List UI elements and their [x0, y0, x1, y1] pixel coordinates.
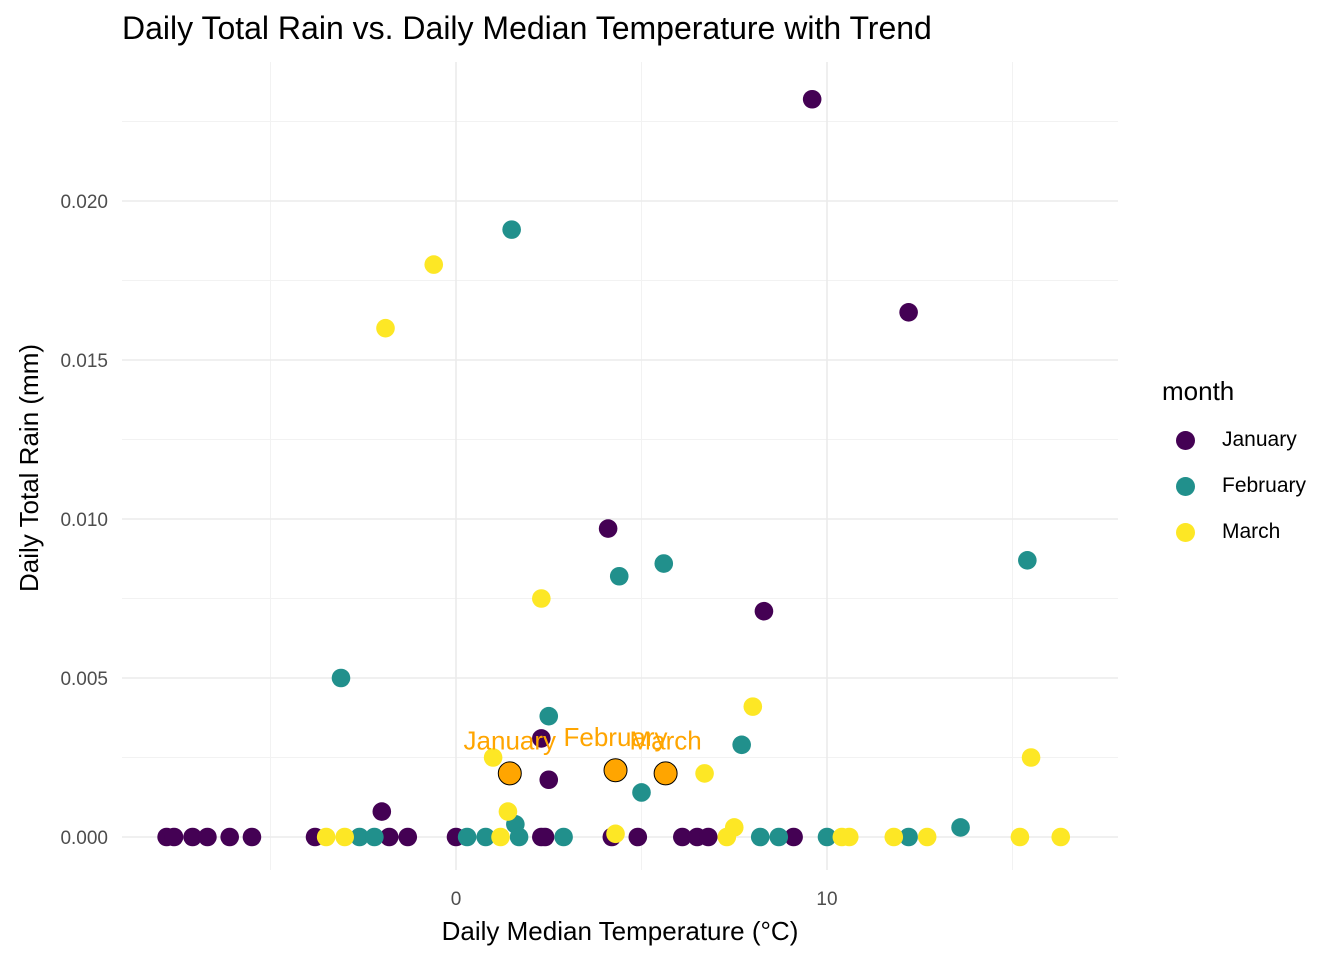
y-tick-label: 0.000: [60, 828, 108, 849]
point-march: [917, 827, 937, 847]
trend-point-february: [603, 758, 628, 783]
data-points: [157, 89, 1071, 847]
point-january: [784, 827, 803, 847]
y-tick-label: 0.010: [60, 510, 108, 531]
point-february: [539, 706, 559, 726]
point-february: [457, 827, 477, 847]
point-march: [1021, 748, 1041, 767]
x-tick-labels: 0 10: [451, 889, 838, 910]
point-march: [498, 802, 518, 821]
point-february: [365, 827, 384, 847]
trend-point-january: [497, 761, 522, 786]
point-february: [502, 220, 521, 239]
point-january: [598, 519, 618, 538]
point-january: [539, 770, 559, 790]
point-february: [632, 783, 651, 802]
point-january: [535, 827, 555, 847]
point-january: [198, 827, 217, 847]
y-tick-label: 0.005: [60, 669, 108, 690]
point-march: [532, 589, 551, 608]
point-february: [750, 827, 770, 847]
point-january: [628, 827, 648, 847]
point-march: [376, 318, 395, 338]
point-february: [609, 566, 629, 586]
chart-title: Daily Total Rain vs. Daily Median Temper…: [122, 10, 932, 46]
y-tick-label: 0.020: [60, 192, 108, 213]
x-tick-label: 10: [816, 889, 837, 910]
legend-title: month: [1162, 376, 1235, 406]
point-january: [220, 827, 239, 847]
point-march: [316, 827, 336, 847]
y-tick-label: 0.015: [60, 351, 108, 372]
point-january: [754, 601, 774, 621]
point-january: [802, 89, 822, 109]
x-axis-title: Daily Median Temperature (°C): [442, 916, 799, 946]
point-march: [1010, 827, 1030, 847]
point-march: [724, 818, 744, 837]
legend-key-february: [1175, 476, 1195, 496]
point-february: [899, 827, 918, 847]
point-march: [743, 697, 763, 716]
y-axis-title: Daily Total Rain (mm): [14, 344, 44, 592]
point-march: [839, 827, 859, 847]
point-march: [1051, 827, 1071, 847]
point-february: [769, 827, 789, 847]
point-january: [379, 827, 399, 847]
point-january: [398, 827, 418, 847]
point-january: [673, 827, 692, 847]
legend-item-february: February: [1162, 463, 1306, 509]
legend-key-january: [1175, 430, 1195, 450]
trend-label-march: March: [629, 725, 701, 755]
point-february: [654, 554, 674, 573]
point-march: [424, 255, 444, 274]
point-february: [1018, 551, 1037, 570]
point-february: [476, 827, 495, 847]
legend-label-february: February: [1222, 474, 1307, 497]
point-january: [372, 802, 392, 821]
point-march: [491, 827, 510, 847]
point-january: [183, 827, 202, 847]
legend: month January February March: [1162, 376, 1306, 555]
point-march: [606, 824, 625, 844]
point-march: [695, 764, 714, 783]
trend-point-march: [653, 761, 678, 786]
point-march: [483, 748, 503, 767]
point-february: [817, 827, 837, 847]
point-february: [509, 827, 529, 847]
point-january: [899, 303, 918, 322]
trend-label-february: February: [564, 722, 668, 752]
legend-label-january: January: [1222, 428, 1297, 451]
point-january: [164, 827, 184, 847]
point-january: [242, 827, 262, 847]
point-february: [554, 827, 573, 847]
point-january: [532, 729, 551, 748]
minor-gridlines: [122, 62, 1118, 870]
y-tick-labels: 0.000 0.005 0.010 0.015 0.020: [60, 192, 108, 849]
x-tick-label: 0: [451, 889, 462, 910]
legend-label-march: March: [1222, 520, 1281, 543]
point-march: [884, 827, 904, 847]
point-february: [732, 735, 751, 755]
point-march: [335, 827, 355, 847]
legend-key-march: [1175, 522, 1195, 542]
legend-item-january: January: [1162, 417, 1306, 463]
point-february: [951, 818, 970, 837]
trend-label-january: January: [464, 725, 557, 755]
legend-item-march: March: [1162, 509, 1306, 555]
point-february: [331, 668, 351, 688]
point-february: [350, 827, 369, 847]
point-january: [698, 827, 718, 847]
